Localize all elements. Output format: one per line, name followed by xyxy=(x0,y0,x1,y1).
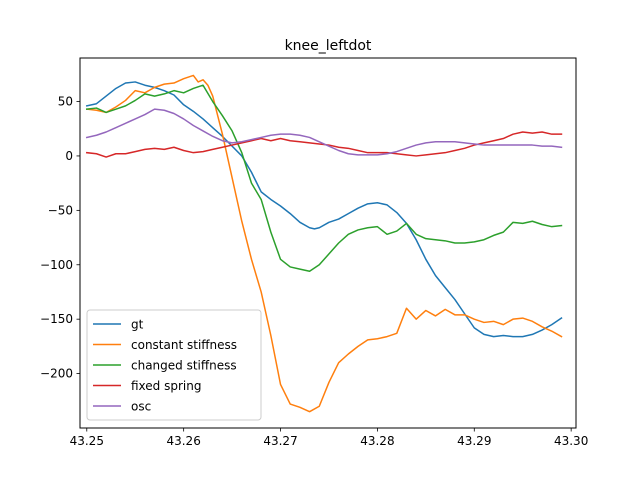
series-line-changed-stiffness xyxy=(85,84,563,273)
series-line-constant-stiffness xyxy=(85,74,563,413)
series-line-osc xyxy=(85,108,563,156)
y-axis: 50 0 −50 −100 −150 −200 xyxy=(40,95,80,381)
legend: gt constant stiffness changed stiffness fix… xyxy=(86,309,262,421)
legend-box xyxy=(86,309,262,421)
legend-label: gt xyxy=(131,318,144,332)
y-tick-label: 50 xyxy=(58,95,73,109)
x-tick-label: 43.30 xyxy=(554,434,588,448)
plot-lines xyxy=(85,74,563,413)
y-tick-label: −150 xyxy=(40,312,73,326)
y-tick-label: −50 xyxy=(48,203,73,217)
chart-title: knee_leftdot xyxy=(285,38,372,54)
x-tick-label: 43.25 xyxy=(70,434,104,448)
y-tick-label: −200 xyxy=(40,367,73,381)
legend-label: osc xyxy=(131,400,151,414)
x-axis: 43.25 43.26 43.27 43.28 43.29 43.30 xyxy=(70,428,588,448)
y-tick-label: 0 xyxy=(65,149,73,163)
legend-label: changed stiffness xyxy=(131,359,237,373)
x-tick-label: 43.29 xyxy=(457,434,491,448)
x-tick-label: 43.26 xyxy=(166,434,200,448)
y-tick-label: −100 xyxy=(40,258,73,272)
x-tick-label: 43.28 xyxy=(360,434,394,448)
plot-frame xyxy=(79,57,577,429)
legend-label: fixed spring xyxy=(131,379,201,393)
legend-label: constant stiffness xyxy=(131,338,237,352)
x-tick-label: 43.27 xyxy=(263,434,297,448)
